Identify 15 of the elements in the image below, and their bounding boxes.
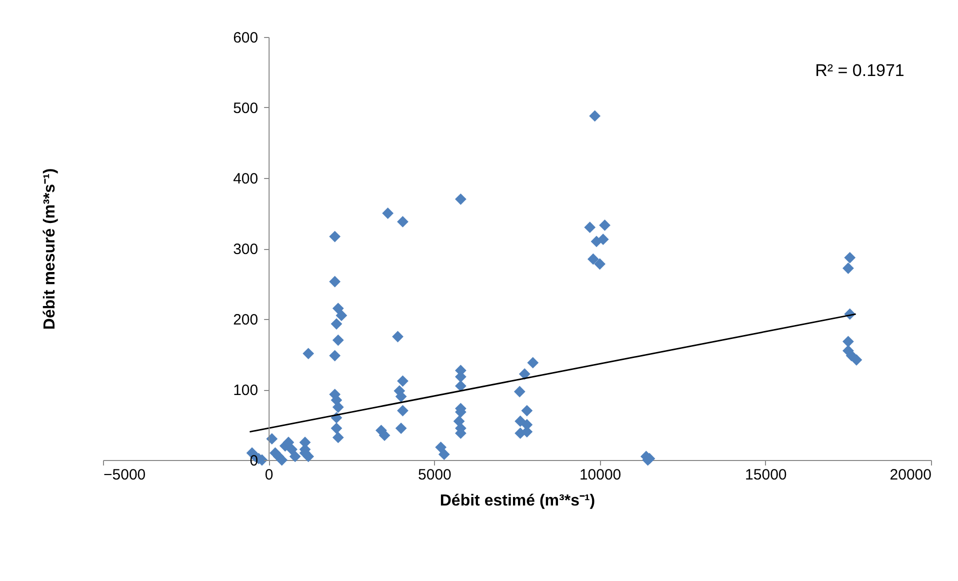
y-tick-label: 100 [233, 382, 258, 399]
y-axis-title: Débit mesuré (m³*s⁻¹) [41, 168, 58, 330]
x-tick-label: −5000 [104, 466, 146, 484]
y-tick-label: 300 [233, 241, 258, 258]
x-tick-label: 0 [264, 466, 274, 484]
x-axis-title: Débit estimé (m³*s⁻¹) [440, 492, 596, 510]
x-tick-label: 20000 [890, 466, 932, 484]
x-tick-label: 5000 [418, 466, 452, 484]
annotation: R² = 0.1971 [815, 61, 904, 80]
y-tick-label: 400 [233, 170, 258, 188]
x-tick-label: 10000 [579, 466, 622, 484]
x-tick-label: 15000 [745, 466, 787, 484]
y-tick-label: 600 [233, 30, 258, 46]
y-tick-label: 200 [233, 312, 258, 328]
y-tick-label: 500 [233, 100, 258, 117]
